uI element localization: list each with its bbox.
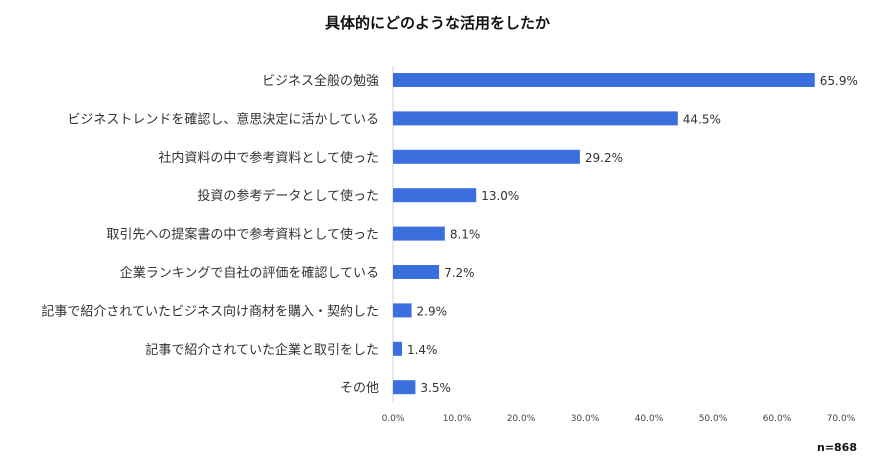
data-label: 1.4% [407,343,438,357]
data-label: 29.2% [585,151,623,165]
bar [393,265,440,279]
bar [393,341,402,356]
data-label: 7.2% [444,266,475,280]
category-label: 投資の参考データとして使った [197,188,379,204]
sample-size-label: n=868 [816,441,857,454]
bar [393,149,580,164]
x-tick-label: 50.0% [699,414,728,424]
chart-title: 具体的にどのような活用をしたか [324,14,550,32]
x-tick-label: 60.0% [763,414,792,424]
x-tick-label: 70.0% [827,414,856,424]
x-tick-label: 40.0% [635,414,664,424]
data-label: 3.5% [420,381,451,395]
bar [393,111,678,126]
category-label: 社内資料の中で参考資料として使った [158,150,379,166]
data-label: 8.1% [450,228,481,242]
data-label: 13.0% [481,189,519,203]
category-label: ビジネス全般の勉強 [262,73,379,89]
category-label: 記事で紹介されていたビジネス向け商材を購入・契約した [41,303,379,319]
category-label: その他 [340,381,379,396]
data-label: 2.9% [417,304,448,318]
category-label: 取引先への提案書の中で参考資料として使った [106,227,379,243]
x-tick-label: 20.0% [507,414,536,424]
bar [393,303,412,318]
category-label: 記事で紹介されていた企業と取引をした [145,342,379,358]
x-tick-label: 30.0% [571,414,600,424]
category-label: 企業ランキングで自社の評価を確認している [120,265,379,281]
category-label: ビジネストレンドを確認し、意思決定に活かしている [67,111,379,127]
bar [393,380,416,395]
bar [393,226,445,241]
x-tick-label: 10.0% [443,414,472,424]
data-label: 44.5% [683,112,721,126]
bar [393,73,815,87]
x-tick-label: 0.0% [382,414,405,424]
bar [393,188,477,203]
data-label: 65.9% [820,74,858,88]
